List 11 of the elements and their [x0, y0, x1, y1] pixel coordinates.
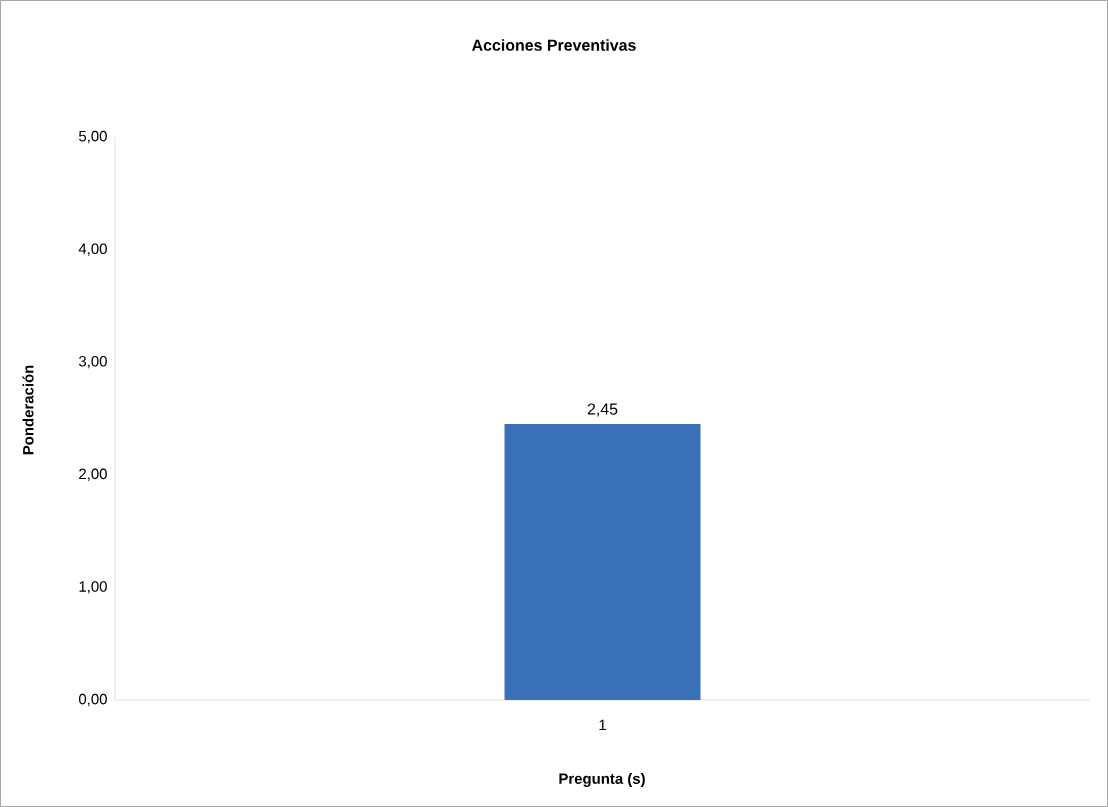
y-tick-label: 5,00 [79, 130, 107, 144]
y-tick-label: 4,00 [78, 243, 107, 256]
chart-title: Acciones Preventivas [471, 39, 636, 51]
y-tick-label: 0,00 [78, 693, 107, 707]
y-tick-label: 2,00 [79, 468, 107, 481]
x-axis-title: Pregunta (s) [559, 772, 645, 787]
y-axis-title: Ponderación [22, 365, 34, 455]
x-tick-label: 1 [599, 719, 606, 731]
y-tick-label: 1,00 [79, 581, 107, 594]
y-tick-label: 3,00 [78, 356, 107, 369]
data-label: 2,45 [587, 403, 618, 417]
